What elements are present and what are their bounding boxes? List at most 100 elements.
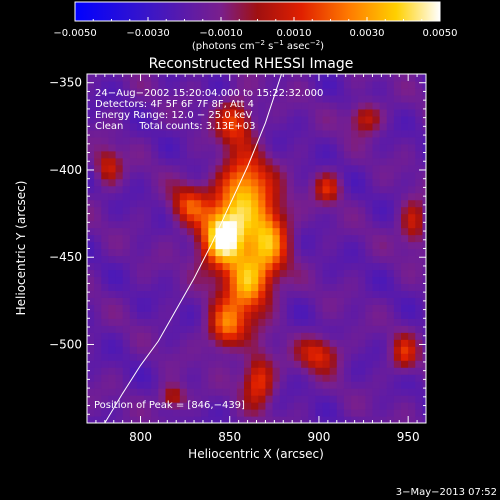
heatmap-cell xyxy=(415,234,424,243)
heatmap-cell xyxy=(322,304,331,312)
heatmap-cell xyxy=(179,297,188,305)
heatmap-cell xyxy=(265,360,274,368)
heatmap-cell xyxy=(144,409,152,417)
heatmap-cell xyxy=(272,402,281,410)
heatmap-cell xyxy=(108,199,117,208)
heatmap-cell xyxy=(286,171,295,180)
heatmap-cell xyxy=(415,304,424,312)
heatmap-cell xyxy=(372,199,381,208)
heatmap-cell xyxy=(293,108,302,117)
heatmap-cell xyxy=(365,206,374,215)
heatmap-cell xyxy=(115,178,124,187)
heatmap-cell xyxy=(393,241,402,250)
heatmap-cell xyxy=(136,402,145,410)
heatmap-cell xyxy=(186,416,195,423)
heatmap-cell xyxy=(286,150,295,159)
heatmap-cell xyxy=(236,346,245,354)
heatmap-cell xyxy=(372,360,381,368)
heatmap-cell xyxy=(286,108,295,117)
heatmap-cell xyxy=(372,150,381,159)
heatmap-cell xyxy=(172,108,181,117)
heatmap-cell xyxy=(308,213,316,222)
heatmap-cell xyxy=(144,318,152,326)
heatmap-cell xyxy=(365,241,374,250)
heatmap-cell xyxy=(194,304,202,312)
heatmap-cell xyxy=(222,297,231,305)
heatmap-cell xyxy=(194,115,202,124)
heatmap-cell xyxy=(172,395,181,403)
heatmap-cell xyxy=(272,220,281,229)
heatmap-cell xyxy=(108,374,117,382)
heatmap-cell xyxy=(94,199,102,208)
heatmap-cell xyxy=(165,402,174,410)
heatmap-cell xyxy=(293,318,302,326)
heatmap-cell xyxy=(208,192,217,201)
heatmap-cell xyxy=(158,367,167,375)
heatmap-cell xyxy=(329,129,338,138)
heatmap-cell xyxy=(94,206,102,215)
heatmap-cell xyxy=(129,101,138,110)
heatmap-cell xyxy=(393,290,402,298)
heatmap-cell xyxy=(129,297,138,305)
heatmap-cell xyxy=(215,234,224,243)
heatmap-cell xyxy=(322,108,331,117)
heatmap-cell xyxy=(108,290,117,298)
heatmap-cell xyxy=(94,108,102,117)
heatmap-cell xyxy=(308,94,316,103)
heatmap-cell xyxy=(194,283,202,291)
heatmap-cell xyxy=(115,388,124,396)
heatmap-cell xyxy=(115,74,124,82)
heatmap-cell xyxy=(144,213,152,222)
heatmap-cell xyxy=(201,241,209,250)
heatmap-cell xyxy=(215,276,224,284)
heatmap-cell xyxy=(408,108,416,117)
heatmap-cell xyxy=(194,248,202,257)
heatmap-cell xyxy=(115,325,124,333)
heatmap-cell xyxy=(279,220,288,229)
heatmap-cell xyxy=(301,262,309,271)
heatmap-cell xyxy=(94,248,102,257)
heatmap-cell xyxy=(87,276,95,284)
heatmap-cell xyxy=(87,122,95,131)
heatmap-cell xyxy=(293,269,302,278)
heatmap-cell xyxy=(94,122,102,131)
heatmap-cell xyxy=(194,318,202,326)
heatmap-cell xyxy=(94,80,102,89)
heatmap-cell xyxy=(358,101,366,110)
heatmap-cell xyxy=(222,80,231,89)
heatmap-cell xyxy=(372,227,381,236)
heatmap-cell xyxy=(194,213,202,222)
heatmap-cell xyxy=(144,374,152,382)
heatmap-cell xyxy=(358,283,366,291)
heatmap-cell xyxy=(365,199,374,208)
heatmap-cell xyxy=(315,206,324,215)
heatmap-cell xyxy=(151,178,159,187)
heatmap-cell xyxy=(244,192,252,201)
heatmap-cell xyxy=(215,241,224,250)
heatmap-cell xyxy=(422,395,426,403)
heatmap-cell xyxy=(186,297,195,305)
heatmap-cell xyxy=(272,108,281,117)
heatmap-cell xyxy=(222,304,231,312)
heatmap-cell xyxy=(165,157,174,166)
heatmap-cell xyxy=(286,122,295,131)
heatmap-cell xyxy=(301,248,309,257)
heatmap-cell xyxy=(336,241,345,250)
heatmap-cell xyxy=(265,297,274,305)
heatmap-cell xyxy=(343,101,352,110)
heatmap-cell xyxy=(229,74,238,82)
heatmap-cell xyxy=(408,122,416,131)
heatmap-cell xyxy=(293,94,302,103)
heatmap-cell xyxy=(415,297,424,305)
heatmap-cell xyxy=(251,101,259,110)
heatmap-cell xyxy=(165,199,174,208)
heatmap-cell xyxy=(236,178,245,187)
heatmap-cell xyxy=(101,339,110,347)
heatmap-cell xyxy=(222,108,231,117)
heatmap-cell xyxy=(172,164,181,173)
heatmap-cell xyxy=(279,206,288,215)
heatmap-cell xyxy=(308,157,316,166)
heatmap-cell xyxy=(222,150,231,159)
heatmap-cell xyxy=(258,80,267,89)
heatmap-cell xyxy=(365,185,374,194)
